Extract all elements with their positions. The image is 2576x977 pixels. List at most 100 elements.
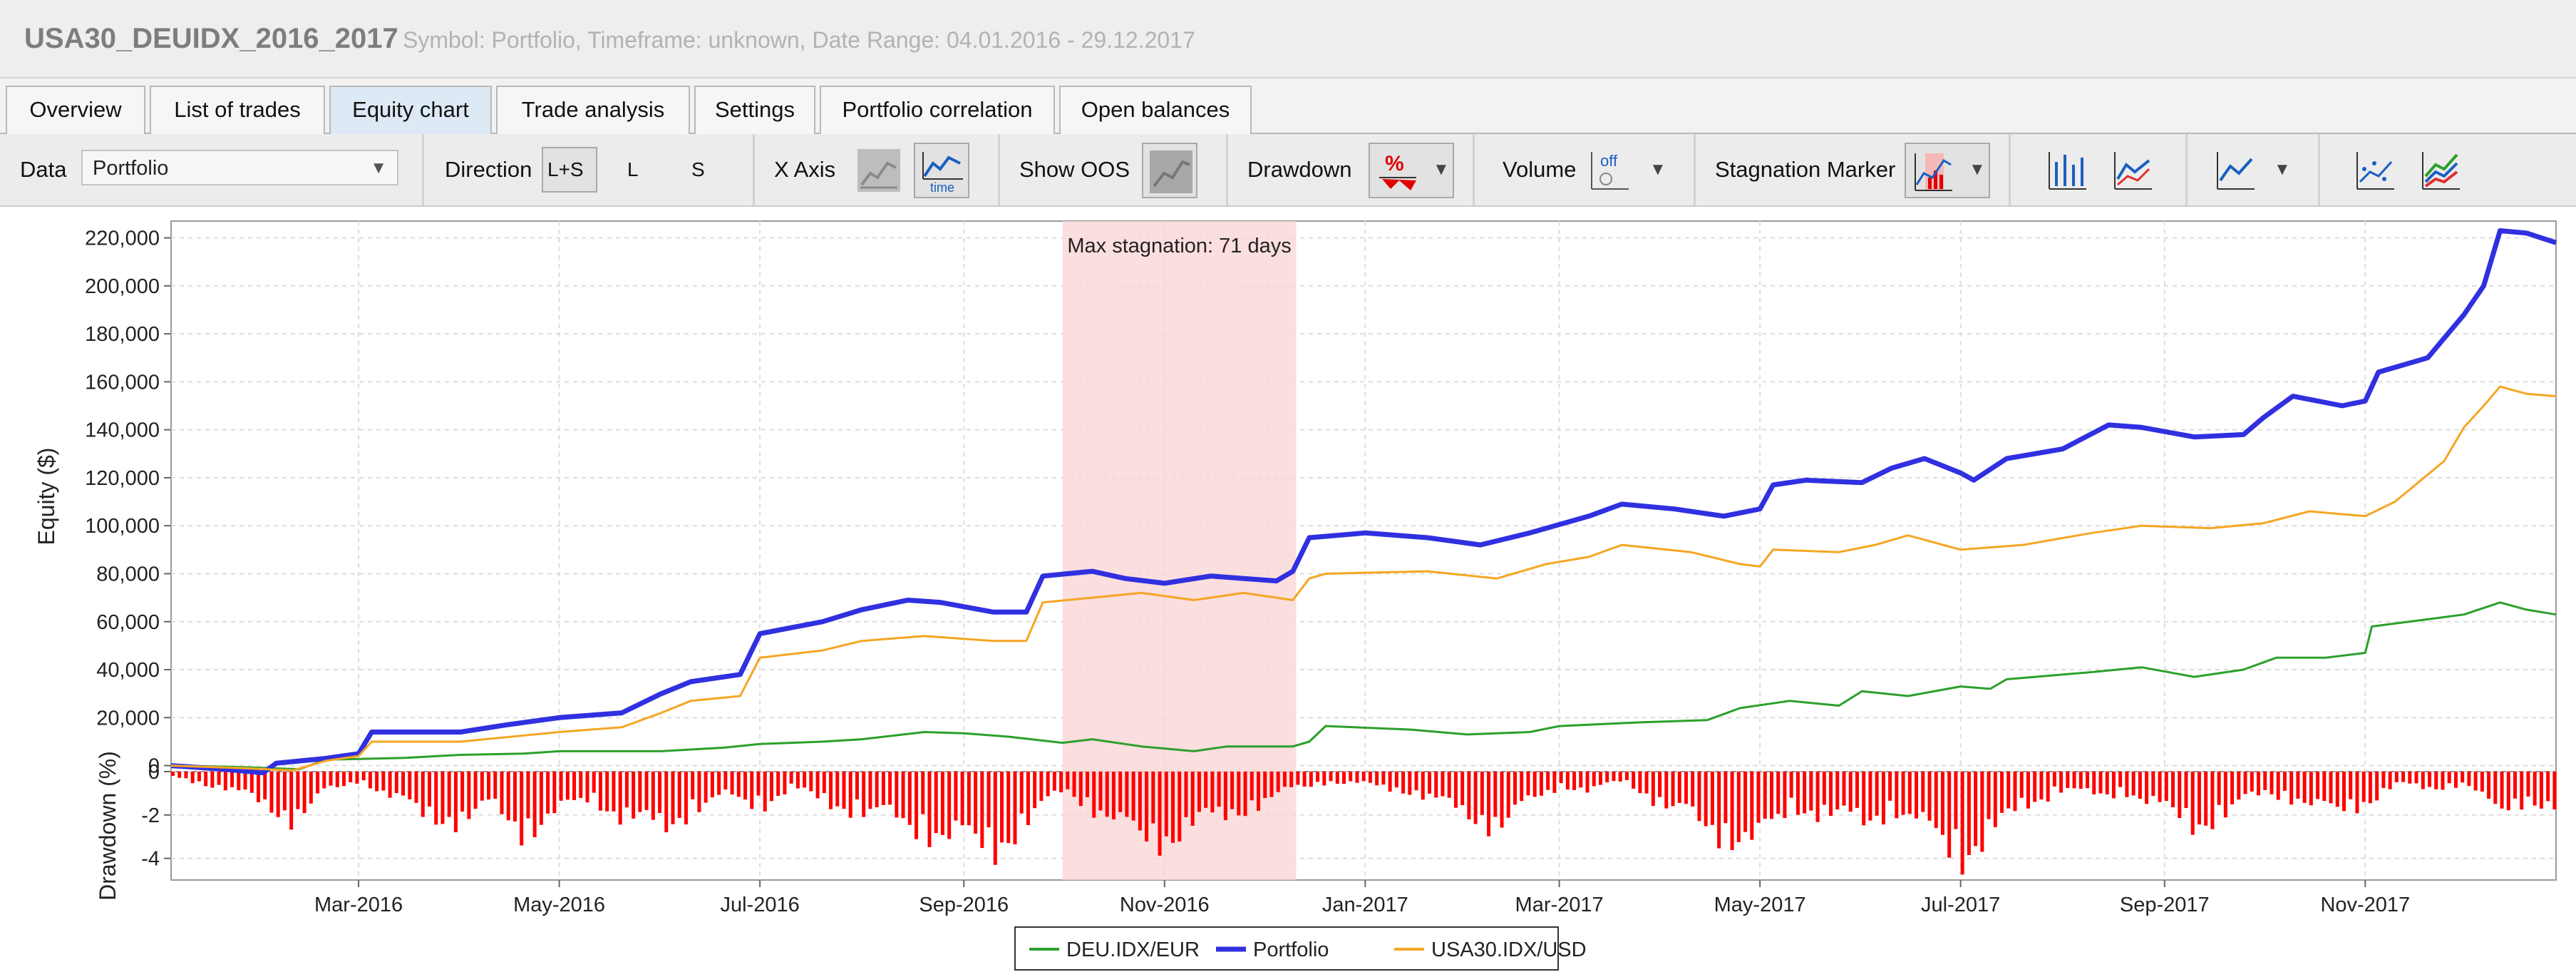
volume-dropdown-icon[interactable]: ▼	[1649, 160, 1666, 179]
drawdown-bar	[915, 772, 919, 839]
bar-chart-icon[interactable]	[2040, 143, 2096, 198]
direction-long-short-button[interactable]: L+S	[542, 147, 597, 193]
tab-list-of-trades[interactable]: List of trades	[150, 86, 325, 134]
drawdown-bar	[453, 772, 458, 833]
drawdown-bar	[316, 772, 320, 794]
drawdown-bar	[171, 772, 175, 776]
x-tick-label: Jan-2017	[1322, 894, 1408, 916]
drawdown-bar	[2190, 772, 2195, 835]
drawdown-bar	[487, 772, 491, 800]
drawdown-bar	[1210, 772, 1215, 813]
data-select[interactable]: Portfolio ▼	[81, 150, 398, 185]
drawdown-bar	[447, 772, 451, 817]
drawdown-bar	[1592, 772, 1596, 787]
drawdown-bar	[1875, 772, 1879, 816]
drawdown-bar	[1059, 772, 1063, 793]
drawdown-bar	[829, 772, 833, 809]
drawdown-bar	[651, 772, 655, 820]
line-chart-icon[interactable]	[2106, 143, 2161, 198]
drawdown-bar	[572, 772, 577, 800]
drawdown-bar	[855, 772, 859, 799]
drawdown-bar	[1907, 772, 1912, 814]
drawdown-bar	[605, 772, 609, 812]
volume-off-icon[interactable]: off	[1582, 143, 1638, 198]
drawdown-bar	[1500, 772, 1504, 828]
dd-tick-label: -4	[141, 848, 160, 871]
tab-overview[interactable]: Overview	[6, 86, 145, 134]
direction-long-button[interactable]: L	[627, 158, 639, 180]
drawdown-bar	[2368, 772, 2372, 804]
trades-axis-icon[interactable]	[851, 143, 907, 198]
toolbar-separator	[2318, 134, 2320, 205]
drawdown-bar	[1257, 772, 1261, 811]
drawdown-bar	[296, 772, 300, 809]
drawdown-bar	[1414, 772, 1418, 791]
drawdown-bar	[1230, 772, 1235, 809]
drawdown-bar	[532, 772, 537, 838]
chevron-down-icon[interactable]: ▼	[2274, 160, 2291, 179]
drawdown-bar	[1572, 772, 1577, 790]
drawdown-percent-icon[interactable]: % ▼	[1369, 143, 1454, 198]
drawdown-bar	[895, 772, 899, 818]
y-tick-label: 220,000	[85, 227, 160, 250]
drawdown-bar	[1427, 772, 1431, 794]
drawdown-bar	[2257, 772, 2261, 796]
drawdown-bar	[671, 772, 675, 824]
drawdown-bar	[756, 772, 761, 796]
max-stagnation-label: Max stagnation: 71 days	[1067, 235, 1291, 257]
drawdown-bar	[2125, 772, 2129, 797]
drawdown-bar	[256, 772, 260, 803]
drawdown-bar	[2322, 772, 2327, 802]
drawdown-bar	[2447, 772, 2451, 784]
drawdown-bar	[1302, 772, 1307, 787]
drawdown-bar	[1901, 772, 1905, 815]
drawdown-bar	[276, 772, 280, 817]
drawdown-bar	[388, 772, 392, 798]
drawdown-bar	[579, 772, 583, 798]
drawdown-bar	[2019, 772, 2024, 798]
drawdown-bar	[1171, 772, 1175, 843]
drawdown-bar	[1546, 772, 1550, 790]
tab-portfolio-correlation[interactable]: Portfolio correlation	[820, 86, 1055, 134]
multi-line-chart-icon[interactable]	[2413, 143, 2469, 198]
drawdown-bar	[467, 772, 471, 819]
y-tick-label: 0	[148, 755, 160, 778]
drawdown-bar	[1730, 772, 1734, 850]
direction-long-short-label: L+S	[547, 158, 584, 180]
drawdown-bar	[322, 772, 326, 789]
line-chart-dropdown-icon[interactable]	[2208, 143, 2264, 198]
drawdown-bar	[974, 772, 978, 834]
drawdown-bar	[723, 772, 728, 790]
tab-settings[interactable]: Settings	[694, 86, 815, 134]
drawdown-bar	[1736, 772, 1741, 842]
legend-label: DEU.IDX/EUR	[1066, 938, 1200, 961]
drawdown-bar	[1776, 772, 1781, 814]
drawdown-bar	[1638, 772, 1642, 794]
drawdown-bar	[730, 772, 734, 795]
drawdown-bar	[822, 772, 826, 794]
tab-open-balances[interactable]: Open balances	[1059, 86, 1252, 134]
show-oos-icon[interactable]	[1142, 143, 1197, 198]
chart-toolbar: Data Portfolio ▼ Direction L+S L S X Axi…	[0, 134, 2576, 207]
drawdown-bar	[2296, 772, 2300, 799]
drawdown-bar	[2513, 772, 2518, 799]
drawdown-bar	[1677, 772, 1681, 803]
drawdown-bar	[783, 772, 787, 794]
drawdown-bar	[2375, 772, 2379, 801]
drawdown-bar	[1309, 772, 1313, 787]
drawdown-bar	[986, 772, 991, 828]
drawdown-bar	[1717, 772, 1721, 849]
drawdown-bar	[2394, 772, 2399, 782]
time-axis-icon[interactable]: time	[914, 143, 969, 198]
stagnation-marker-icon[interactable]: ▼	[1905, 143, 1990, 198]
direction-short-button[interactable]: S	[691, 158, 705, 180]
drawdown-bar	[2250, 772, 2254, 792]
drawdown-bar	[881, 772, 885, 805]
drawdown-bar	[1697, 772, 1701, 822]
drawdown-bar	[2500, 772, 2504, 809]
scatter-chart-icon[interactable]	[2348, 143, 2404, 198]
tab-equity-chart[interactable]: Equity chart	[329, 86, 492, 135]
drawdown-bar	[2204, 772, 2208, 826]
tab-trade-analysis[interactable]: Trade analysis	[496, 86, 690, 134]
drawdown-bar	[1881, 772, 1885, 825]
